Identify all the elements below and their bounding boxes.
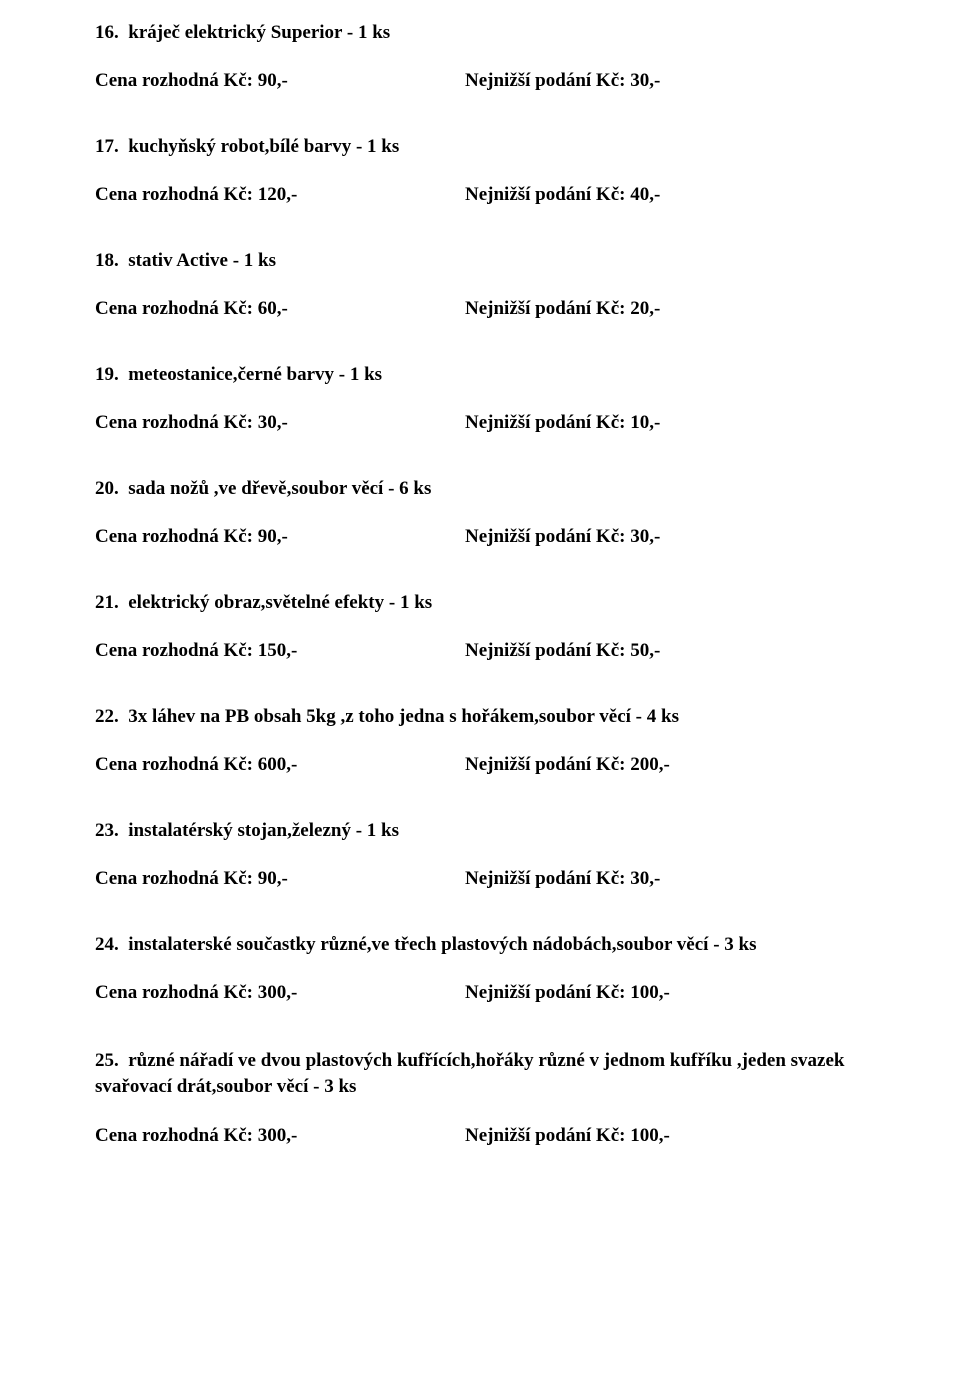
item-name: sada nožů ,ve dřevě,soubor věcí - 6 ks xyxy=(128,478,431,499)
item-title: 19. meteostanice,černé barvy - 1 ks xyxy=(95,364,865,386)
decisive-price: Cena rozhodná Kč: 30,- xyxy=(95,412,465,434)
item-number: 22. xyxy=(95,706,119,727)
item-name: kráječ elektrický Superior - 1 ks xyxy=(128,22,390,43)
item-name: stativ Active - 1 ks xyxy=(128,250,276,271)
price-row: Cena rozhodná Kč: 300,- Nejnižší podání … xyxy=(95,1125,865,1147)
auction-item: 16. kráječ elektrický Superior - 1 ks Ce… xyxy=(95,22,865,92)
item-number: 24. xyxy=(95,934,119,955)
item-name: 3x láhev na PB obsah 5kg ,z toho jedna s… xyxy=(128,706,679,727)
decisive-price: Cena rozhodná Kč: 90,- xyxy=(95,526,465,548)
price-row: Cena rozhodná Kč: 90,- Nejnižší podání K… xyxy=(95,70,865,92)
decisive-price: Cena rozhodná Kč: 300,- xyxy=(95,1125,465,1147)
lowest-bid: Nejnižší podání Kč: 200,- xyxy=(465,754,865,776)
item-name: kuchyňský robot,bílé barvy - 1 ks xyxy=(128,136,399,157)
item-number: 19. xyxy=(95,364,119,385)
item-number: 21. xyxy=(95,592,119,613)
item-name: různé nářadí ve dvou plastových kufřícíc… xyxy=(95,1050,844,1097)
price-row: Cena rozhodná Kč: 300,- Nejnižší podání … xyxy=(95,982,865,1004)
lowest-bid: Nejnižší podání Kč: 10,- xyxy=(465,412,865,434)
price-row: Cena rozhodná Kč: 60,- Nejnižší podání K… xyxy=(95,298,865,320)
auction-item: 22. 3x láhev na PB obsah 5kg ,z toho jed… xyxy=(95,706,865,776)
price-row: Cena rozhodná Kč: 120,- Nejnižší podání … xyxy=(95,184,865,206)
lowest-bid: Nejnižší podání Kč: 30,- xyxy=(465,526,865,548)
auction-item: 21. elektrický obraz,světelné efekty - 1… xyxy=(95,592,865,662)
document-body: 16. kráječ elektrický Superior - 1 ks Ce… xyxy=(95,22,865,1147)
price-row: Cena rozhodná Kč: 150,- Nejnižší podání … xyxy=(95,640,865,662)
item-number: 25. xyxy=(95,1050,119,1071)
item-title: 22. 3x láhev na PB obsah 5kg ,z toho jed… xyxy=(95,706,865,728)
lowest-bid: Nejnižší podání Kč: 30,- xyxy=(465,868,865,890)
item-name: instalaterské součastky různé,ve třech p… xyxy=(128,934,756,955)
decisive-price: Cena rozhodná Kč: 300,- xyxy=(95,982,465,1004)
lowest-bid: Nejnižší podání Kč: 100,- xyxy=(465,982,865,1004)
lowest-bid: Nejnižší podání Kč: 100,- xyxy=(465,1125,865,1147)
decisive-price: Cena rozhodná Kč: 90,- xyxy=(95,70,465,92)
item-title: 24. instalaterské součastky různé,ve tře… xyxy=(95,934,865,956)
item-title: 17. kuchyňský robot,bílé barvy - 1 ks xyxy=(95,136,865,158)
auction-item: 20. sada nožů ,ve dřevě,soubor věcí - 6 … xyxy=(95,478,865,548)
decisive-price: Cena rozhodná Kč: 120,- xyxy=(95,184,465,206)
item-name: meteostanice,černé barvy - 1 ks xyxy=(128,364,382,385)
auction-item: 18. stativ Active - 1 ks Cena rozhodná K… xyxy=(95,250,865,320)
item-name: elektrický obraz,světelné efekty - 1 ks xyxy=(128,592,432,613)
lowest-bid: Nejnižší podání Kč: 50,- xyxy=(465,640,865,662)
item-title: 18. stativ Active - 1 ks xyxy=(95,250,865,272)
price-row: Cena rozhodná Kč: 90,- Nejnižší podání K… xyxy=(95,868,865,890)
lowest-bid: Nejnižší podání Kč: 20,- xyxy=(465,298,865,320)
item-title: 25. různé nářadí ve dvou plastových kufř… xyxy=(95,1048,865,1099)
item-title: 20. sada nožů ,ve dřevě,soubor věcí - 6 … xyxy=(95,478,865,500)
lowest-bid: Nejnižší podání Kč: 30,- xyxy=(465,70,865,92)
item-name: instalatérský stojan,železný - 1 ks xyxy=(128,820,399,841)
decisive-price: Cena rozhodná Kč: 150,- xyxy=(95,640,465,662)
item-number: 18. xyxy=(95,250,119,271)
auction-item: 24. instalaterské součastky různé,ve tře… xyxy=(95,934,865,1004)
item-title: 21. elektrický obraz,světelné efekty - 1… xyxy=(95,592,865,614)
decisive-price: Cena rozhodná Kč: 600,- xyxy=(95,754,465,776)
item-number: 17. xyxy=(95,136,119,157)
item-number: 16. xyxy=(95,22,119,43)
item-title: 16. kráječ elektrický Superior - 1 ks xyxy=(95,22,865,44)
price-row: Cena rozhodná Kč: 600,- Nejnižší podání … xyxy=(95,754,865,776)
price-row: Cena rozhodná Kč: 90,- Nejnižší podání K… xyxy=(95,526,865,548)
decisive-price: Cena rozhodná Kč: 60,- xyxy=(95,298,465,320)
auction-item: 19. meteostanice,černé barvy - 1 ks Cena… xyxy=(95,364,865,434)
item-number: 23. xyxy=(95,820,119,841)
auction-item: 25. různé nářadí ve dvou plastových kufř… xyxy=(95,1048,865,1147)
item-number: 20. xyxy=(95,478,119,499)
decisive-price: Cena rozhodná Kč: 90,- xyxy=(95,868,465,890)
auction-item: 17. kuchyňský robot,bílé barvy - 1 ks Ce… xyxy=(95,136,865,206)
lowest-bid: Nejnižší podání Kč: 40,- xyxy=(465,184,865,206)
price-row: Cena rozhodná Kč: 30,- Nejnižší podání K… xyxy=(95,412,865,434)
item-title: 23. instalatérský stojan,železný - 1 ks xyxy=(95,820,865,842)
auction-item: 23. instalatérský stojan,železný - 1 ks … xyxy=(95,820,865,890)
